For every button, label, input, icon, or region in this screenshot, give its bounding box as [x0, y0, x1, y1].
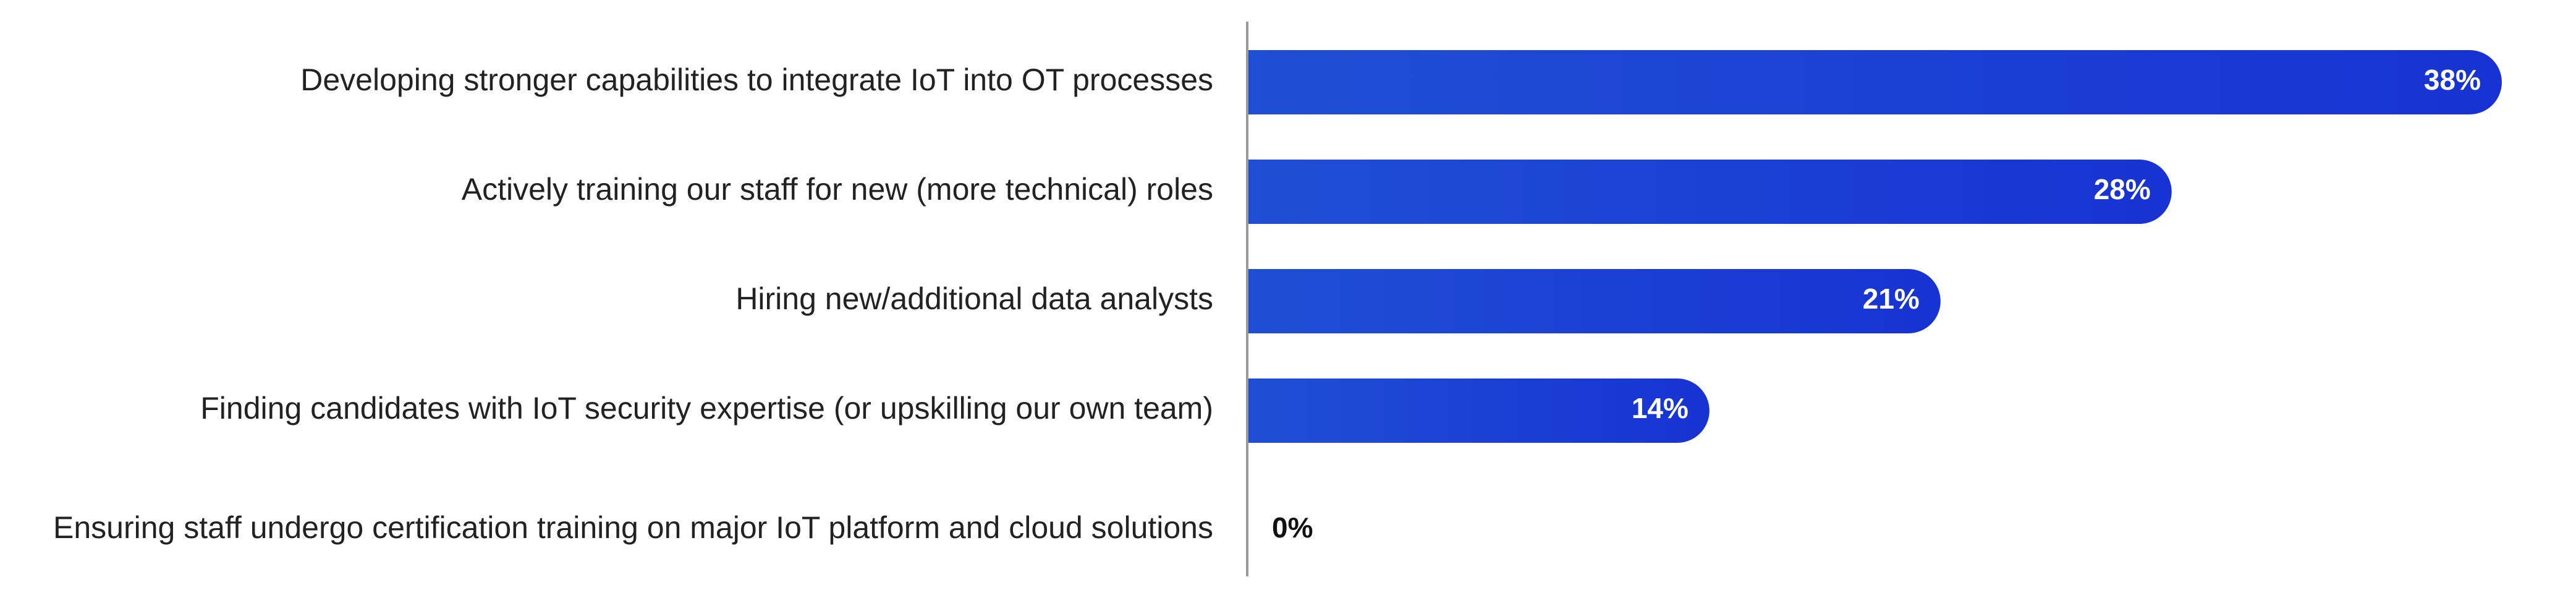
category-label: Actively training our staff for new (mor… [462, 172, 1213, 207]
category-label: Ensuring staff undergo certification tra… [53, 510, 1213, 545]
bars-group: Developing stronger capabilities to inte… [53, 50, 2502, 545]
bar [1247, 50, 2502, 114]
bar [1247, 269, 1941, 333]
value-label: 21% [1863, 283, 1920, 315]
bar [1247, 160, 2172, 224]
category-label: Hiring new/additional data analysts [735, 281, 1213, 316]
value-label: 28% [2094, 173, 2151, 205]
category-label: Finding candidates with IoT security exp… [200, 391, 1213, 426]
value-label: 0% [1272, 511, 1313, 544]
category-label: Developing stronger capabilities to inte… [300, 62, 1213, 97]
value-label: 14% [1632, 392, 1688, 424]
value-label: 38% [2424, 64, 2481, 96]
bar [1247, 378, 1710, 443]
